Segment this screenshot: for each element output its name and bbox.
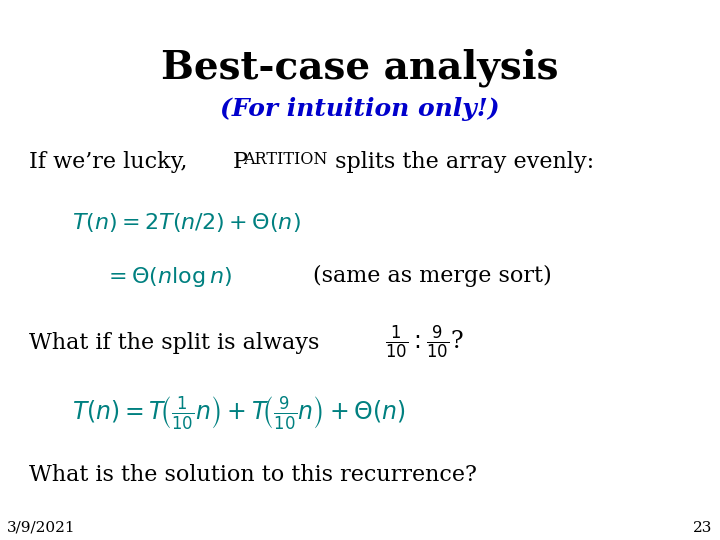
Text: 23: 23 [693, 521, 713, 535]
Text: Best-case analysis: Best-case analysis [161, 49, 559, 87]
Text: (For intuition only!): (For intuition only!) [220, 97, 500, 121]
Text: P: P [233, 151, 248, 173]
Text: 3/9/2021: 3/9/2021 [7, 521, 76, 535]
Text: $\frac{1}{10} : \frac{9}{10}$?: $\frac{1}{10} : \frac{9}{10}$? [385, 324, 464, 361]
Text: $= \Theta(n \log n)$: $= \Theta(n \log n)$ [104, 265, 233, 288]
Text: $T(n) = T\!\left(\frac{1}{10}n\right) + T\!\left(\frac{9}{10}n\right) + \Theta(n: $T(n) = T\!\left(\frac{1}{10}n\right) + … [72, 394, 406, 431]
Text: $T(n) = 2T(n/2) + \Theta(n)$: $T(n) = 2T(n/2) + \Theta(n)$ [72, 211, 301, 234]
Text: If we’re lucky,: If we’re lucky, [29, 151, 194, 173]
Text: ARTITION: ARTITION [243, 151, 328, 168]
Text: What is the solution to this recurrence?: What is the solution to this recurrence? [29, 464, 477, 487]
Text: What if the split is always: What if the split is always [29, 332, 326, 354]
Text: (same as merge sort): (same as merge sort) [313, 265, 552, 287]
Text: splits the array evenly:: splits the array evenly: [328, 151, 594, 173]
